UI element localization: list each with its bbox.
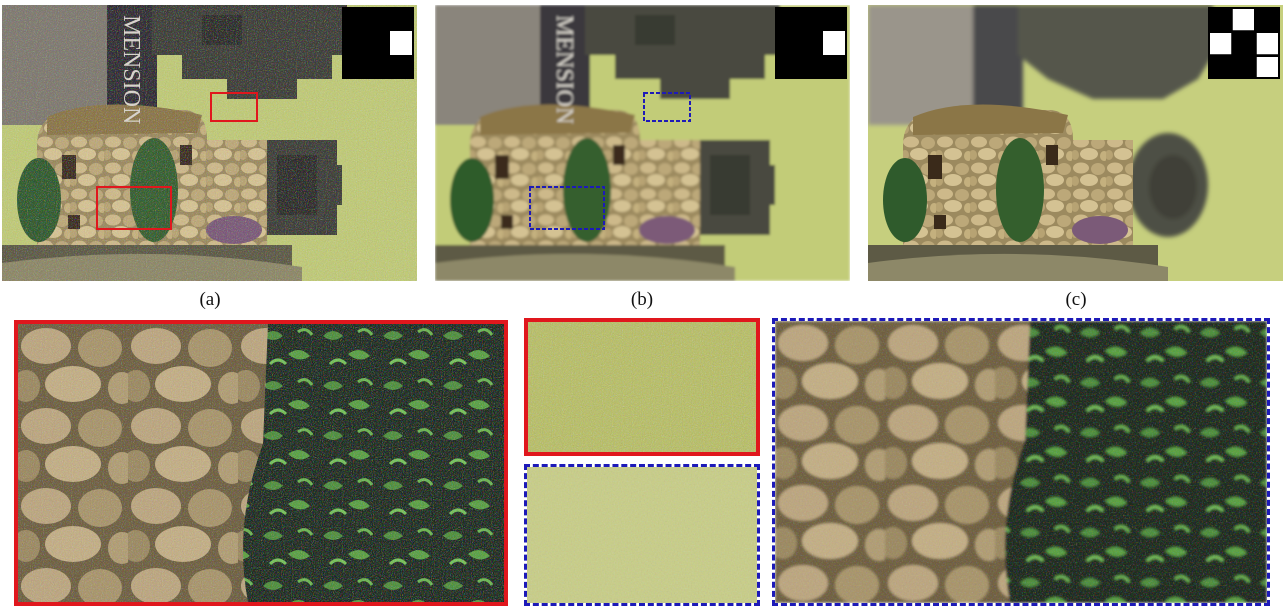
panel-b-strip-text: MENSION	[551, 15, 577, 124]
crop-denoised-house-tree	[772, 318, 1270, 606]
caption-a: (a)	[199, 289, 221, 310]
caption-c: (c)	[1065, 289, 1087, 310]
panel-c-image	[868, 5, 1283, 281]
panel-a-strip-text: MENSION	[118, 15, 144, 124]
crop-noisy-background	[524, 318, 760, 456]
panel-a-image: MENSION	[2, 5, 417, 281]
panel-b-image: MENSION	[435, 5, 850, 281]
caption-b: (b)	[630, 289, 654, 310]
crop-denoised-background	[524, 464, 760, 606]
crop-noisy-house-tree	[14, 320, 508, 606]
